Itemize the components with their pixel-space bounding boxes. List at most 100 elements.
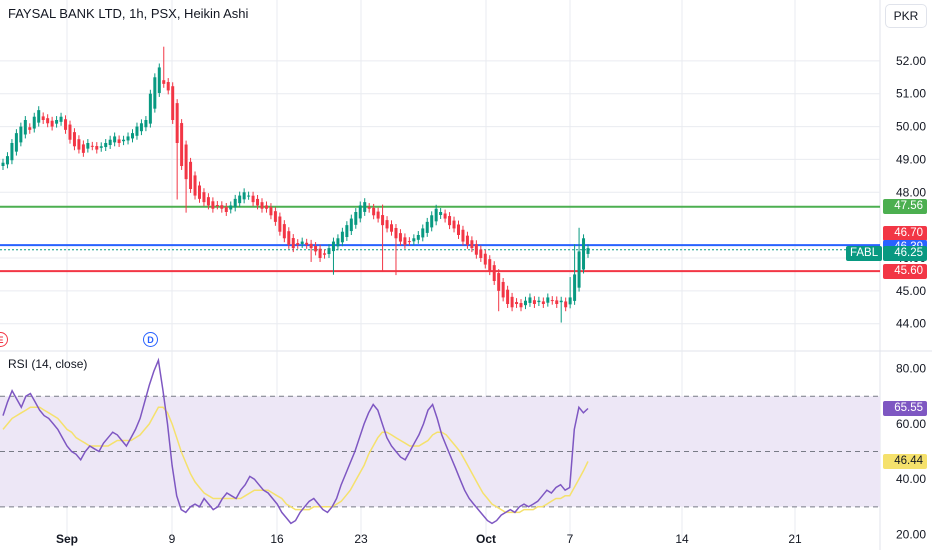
candle-body — [193, 175, 197, 196]
candle-body — [206, 197, 210, 206]
candle-body — [238, 195, 242, 204]
candle-body — [327, 248, 331, 255]
price-tick-label: 50.00 — [896, 120, 926, 134]
candle-body — [162, 80, 166, 84]
candle-body — [95, 146, 99, 150]
time-tick-label: Sep — [56, 532, 78, 546]
candle-body — [385, 220, 389, 229]
candle-body — [577, 251, 581, 288]
candle-body — [461, 229, 465, 242]
candle-body — [430, 215, 434, 228]
candle-body — [523, 300, 527, 306]
price-label-badge: 46.70 — [883, 225, 927, 241]
candle-body — [510, 296, 514, 308]
dividend-marker[interactable]: D — [143, 332, 158, 347]
candle-body — [126, 136, 130, 141]
candle-body — [81, 144, 85, 153]
time-tick-label: 9 — [169, 532, 176, 546]
candle-body — [50, 120, 54, 127]
candle-body — [90, 145, 94, 147]
candle-body — [23, 120, 27, 135]
candle-body — [497, 273, 501, 291]
candle-body — [197, 185, 201, 199]
candle-body — [153, 77, 157, 109]
candle-body — [28, 127, 32, 130]
candle-body — [296, 243, 300, 245]
price-label-badge: 47.56 — [883, 199, 927, 215]
candle-body — [439, 212, 443, 216]
candle-body — [456, 224, 460, 235]
candle-body — [555, 300, 559, 304]
candle-body — [157, 67, 161, 93]
time-tick-label: 14 — [675, 532, 689, 546]
candle-body — [336, 238, 340, 247]
candle-body — [148, 93, 152, 124]
candle-body — [582, 238, 586, 270]
candle-body — [515, 302, 519, 304]
currency-button[interactable]: PKR — [885, 4, 927, 28]
candle-body — [260, 202, 264, 209]
candle-body — [568, 297, 572, 305]
candle-body — [390, 224, 394, 232]
candle-body — [59, 116, 63, 122]
candle-body — [72, 132, 76, 147]
candle-body — [546, 297, 550, 303]
candle-body — [287, 231, 291, 245]
candle-body — [14, 133, 18, 152]
candle-body — [314, 245, 318, 252]
candle-body — [77, 139, 81, 150]
candle-body — [416, 235, 420, 240]
candle-body — [139, 123, 143, 132]
candle-body — [586, 248, 590, 254]
candle-body — [180, 123, 184, 166]
candle-body — [135, 126, 139, 136]
time-tick-label: 21 — [788, 532, 802, 546]
candle-body — [1, 162, 5, 166]
price-tick-label: 48.00 — [896, 185, 926, 199]
candle-body — [220, 205, 224, 209]
candle-body — [465, 235, 469, 245]
candle-body — [46, 118, 50, 124]
candle-body — [166, 82, 170, 91]
rsi-tick-label: 60.00 — [896, 417, 926, 431]
candle-body — [381, 215, 385, 226]
symbol-tag: FABL — [846, 246, 883, 262]
time-tick-label: Oct — [476, 532, 496, 546]
candle-body — [10, 143, 14, 161]
candle-body — [376, 211, 380, 219]
candle-body — [345, 225, 349, 238]
candle-body — [394, 227, 398, 239]
candle-body — [318, 248, 322, 258]
candle-body — [64, 119, 68, 130]
price-label-badge: 46.25 — [883, 246, 927, 262]
candle-body — [309, 243, 313, 249]
candle-body — [291, 238, 295, 249]
candle-body — [483, 253, 487, 265]
candle-body — [537, 300, 541, 303]
candle-body — [443, 213, 447, 219]
rsi-tick-label: 20.00 — [896, 527, 926, 541]
candle-body — [32, 116, 36, 129]
price-tick-label: 44.00 — [896, 317, 926, 331]
time-tick-label: 7 — [567, 532, 574, 546]
candle-body — [233, 198, 237, 208]
candle-body — [559, 300, 563, 303]
candle-body — [184, 144, 188, 180]
rsi-tick-label: 40.00 — [896, 472, 926, 486]
candle-body — [104, 143, 108, 148]
candle-body — [474, 244, 478, 255]
candle-body — [86, 143, 90, 149]
candle-body — [300, 241, 304, 244]
candle-body — [506, 289, 510, 304]
candle-body — [470, 240, 474, 249]
candle-body — [251, 195, 255, 203]
candle-body — [171, 86, 175, 120]
candle-body — [189, 161, 193, 189]
candle-body — [175, 103, 179, 143]
price-label-badge: 45.60 — [883, 263, 927, 279]
candle-body — [452, 220, 456, 229]
chart-title: FAYSAL BANK LTD, 1h, PSX, Heikin Ashi — [8, 6, 249, 21]
candle-body — [434, 208, 438, 222]
candle-body — [358, 205, 362, 219]
